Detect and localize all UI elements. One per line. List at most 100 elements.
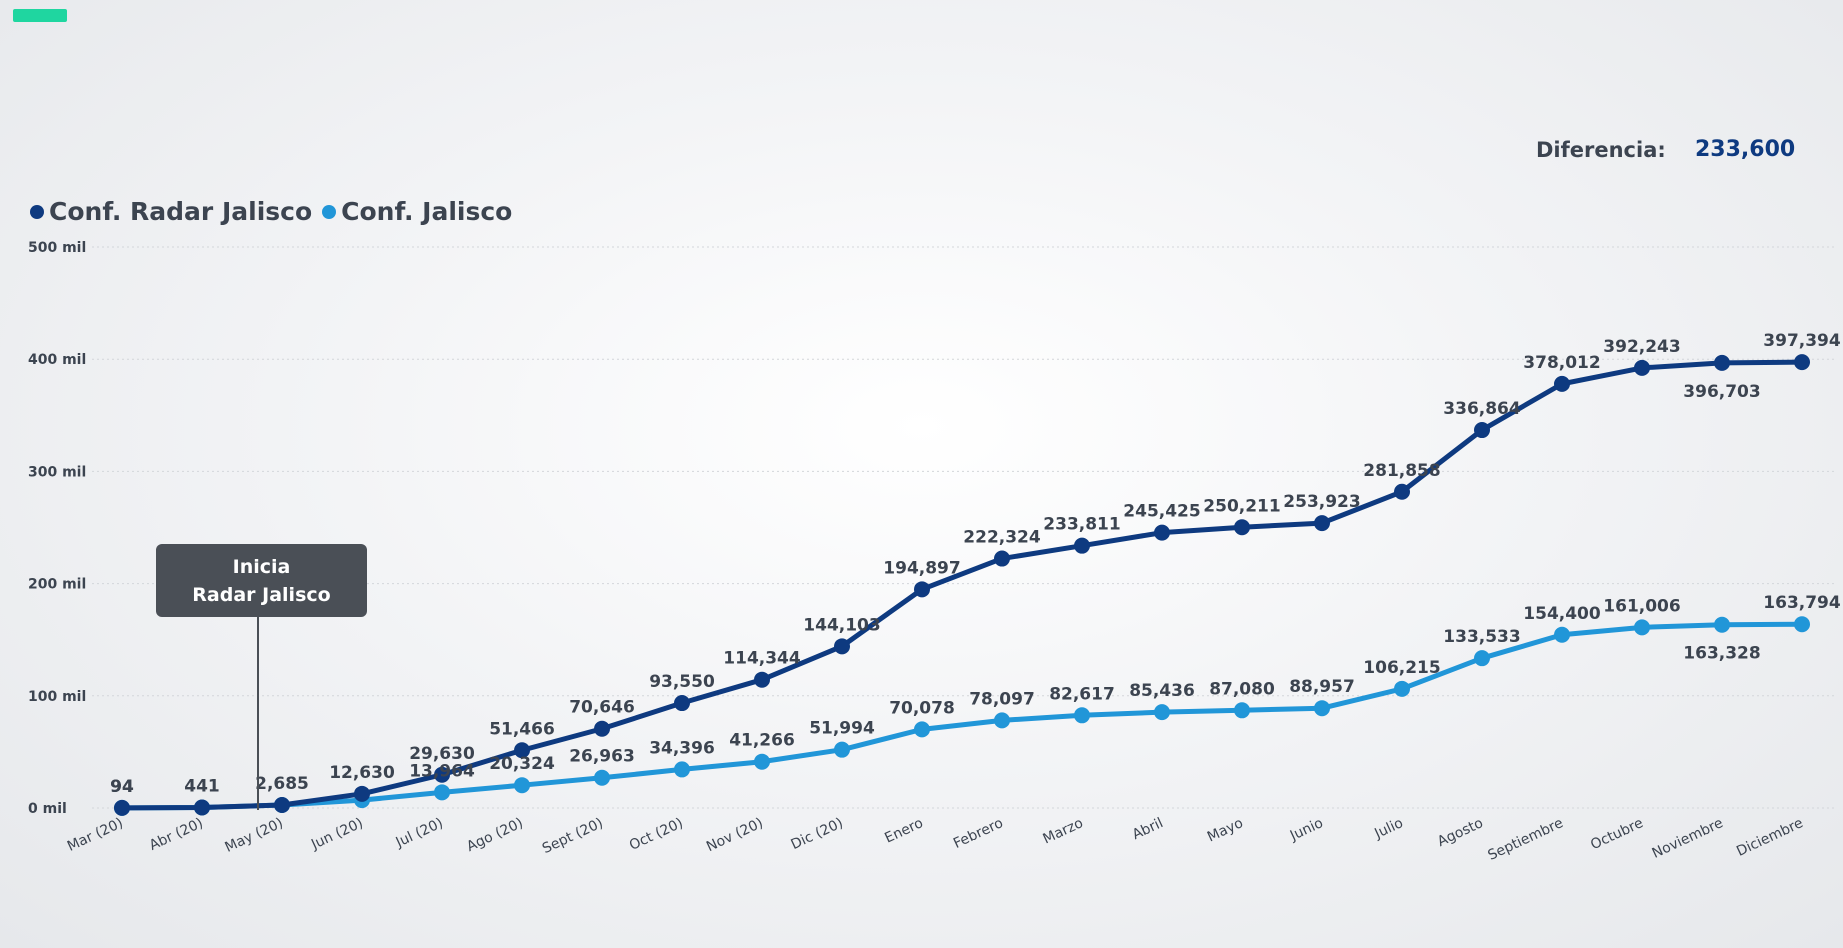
data-label: 41,266	[729, 731, 795, 751]
data-point	[674, 695, 690, 712]
data-label: 87,080	[1209, 679, 1275, 699]
data-point	[1474, 650, 1490, 667]
data-label: 336,864	[1443, 399, 1521, 419]
data-point	[194, 799, 210, 816]
data-label: 163,794	[1763, 593, 1841, 613]
data-point	[114, 799, 130, 816]
data-point	[754, 753, 770, 770]
x-tick-label: Mar (20)	[65, 815, 126, 855]
y-tick-label: 200 mil	[28, 577, 86, 593]
x-tick-label: Enero	[882, 815, 925, 847]
legend-dot-jalisco	[322, 204, 337, 219]
y-tick-label: 300 mil	[28, 464, 86, 480]
callout-line-2: Radar Jalisco	[192, 583, 331, 606]
data-point	[1714, 354, 1730, 371]
data-point	[1314, 700, 1330, 717]
legend-item-radar[interactable]: Conf. Radar Jalisco	[30, 197, 312, 226]
data-point	[274, 796, 290, 813]
data-label: 233,811	[1043, 515, 1120, 535]
x-tick-label: Oct (20)	[627, 815, 686, 854]
x-tick-label: Abr (20)	[147, 815, 206, 854]
data-label: 88,957	[1289, 677, 1355, 697]
data-label: 12,630	[329, 763, 395, 783]
x-tick-label: Ago (20)	[464, 815, 525, 855]
data-label: 51,466	[489, 719, 555, 739]
data-point	[1074, 707, 1090, 724]
data-label: 78,097	[969, 689, 1035, 709]
data-label: 378,012	[1523, 353, 1600, 373]
data-point	[1234, 702, 1250, 719]
top-accent-bar	[13, 9, 67, 22]
data-label: 13,964	[409, 761, 475, 781]
data-point	[594, 769, 610, 786]
x-tick-label: Jul (20)	[393, 815, 446, 851]
data-point	[914, 581, 930, 598]
data-label: 34,396	[649, 738, 715, 758]
data-point	[1634, 619, 1650, 636]
data-point	[914, 721, 930, 738]
data-label: 250,211	[1203, 496, 1280, 516]
data-point	[1154, 524, 1170, 541]
data-label: 392,243	[1603, 337, 1680, 357]
x-tick-label: Noviembre	[1650, 815, 1726, 862]
data-label: 85,436	[1129, 681, 1195, 701]
data-label: 93,550	[649, 672, 715, 692]
x-tick-label: Sept (20)	[540, 815, 606, 857]
data-label: 133,533	[1443, 627, 1520, 647]
data-label: 29,630	[409, 744, 475, 764]
legend-item-jalisco[interactable]: Conf. Jalisco	[322, 197, 512, 226]
x-tick-label: Dic (20)	[789, 815, 846, 853]
data-point	[1714, 616, 1730, 633]
data-point	[1794, 354, 1810, 371]
data-point	[1394, 680, 1410, 697]
data-point	[1314, 515, 1330, 532]
data-label: 114,344	[723, 649, 801, 669]
data-label: 163,328	[1683, 644, 1760, 664]
data-point	[354, 785, 370, 802]
x-tick-label: Junio	[1287, 815, 1326, 844]
series-line-0	[119, 359, 1805, 811]
data-label: 94	[110, 777, 134, 797]
callout-line-1: Inicia	[232, 555, 291, 578]
x-tick-label: Septiembre	[1486, 815, 1566, 864]
data-point	[994, 712, 1010, 729]
callout-pointer-line	[257, 617, 259, 810]
x-tick-label: Agosto	[1435, 815, 1486, 850]
x-tick-label: Abril	[1130, 815, 1166, 843]
data-label: 245,425	[1123, 502, 1200, 522]
data-label: 51,994	[809, 719, 875, 739]
x-tick-label: Marzo	[1041, 815, 1086, 847]
legend-label-radar: Conf. Radar Jalisco	[49, 197, 313, 226]
legend-dot-radar	[30, 204, 44, 219]
x-tick-label: Jun (20)	[308, 815, 366, 853]
data-label: 441	[184, 777, 220, 797]
data-label: 397,394	[1763, 331, 1841, 351]
data-label: 94	[110, 777, 134, 797]
data-label: 396,703	[1683, 382, 1760, 402]
x-tick-label: May (20)	[223, 815, 286, 856]
y-tick-label: 100 mil	[28, 689, 86, 705]
x-tick-label: Mayo	[1205, 815, 1246, 845]
x-tick-label: Diciembre	[1734, 815, 1806, 860]
data-label: 194,897	[883, 558, 960, 578]
data-label: 253,923	[1283, 492, 1360, 512]
data-point	[514, 742, 530, 759]
data-point	[594, 720, 610, 737]
data-point	[1074, 537, 1090, 554]
chart-legend: Conf. Radar Jalisco Conf. Jalisco	[30, 197, 522, 226]
data-point	[674, 761, 690, 778]
data-label: 161,006	[1603, 596, 1680, 616]
data-point	[834, 638, 850, 655]
data-label: 26,963	[569, 747, 635, 767]
data-point	[1554, 375, 1570, 392]
data-label: 222,324	[963, 528, 1041, 548]
x-tick-label: Febrero	[951, 815, 1006, 852]
data-point	[1794, 616, 1810, 633]
difference-label: Diferencia:	[1536, 138, 1666, 162]
callout-start-radar: Inicia Radar Jalisco	[156, 544, 367, 617]
y-tick-label: 0 mil	[28, 801, 67, 817]
data-point	[1554, 626, 1570, 643]
data-point	[514, 777, 530, 794]
y-tick-label: 400 mil	[28, 352, 86, 368]
